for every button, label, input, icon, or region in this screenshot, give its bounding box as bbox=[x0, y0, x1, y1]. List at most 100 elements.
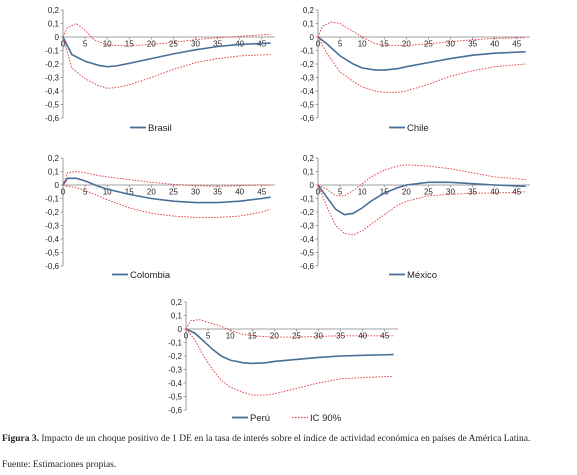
series-line-band bbox=[317, 21, 526, 47]
series-line-band bbox=[62, 184, 271, 218]
chart-panel-3: 0,20,10-0,1-0,2-0,3-0,4-0,5-0,60 5 10 15 20 2… bbox=[45, 154, 275, 281]
caption-text: Impacto de un choque positivo de 1 DE en… bbox=[41, 434, 531, 444]
x-tick-label: 25 bbox=[292, 332, 301, 341]
legend-label: IC 90% bbox=[310, 413, 342, 424]
x-tick-label: 35 bbox=[213, 40, 222, 49]
x-tick-label: 40 bbox=[490, 188, 499, 197]
series-line-central bbox=[185, 328, 394, 365]
chart-panel-5: 0,20,10-0,1-0,2-0,3-0,4-0,5-0,60 5 10 15 20 2… bbox=[168, 298, 398, 424]
y-tick-label: 0,1 bbox=[171, 311, 183, 320]
legend-label: México bbox=[407, 270, 437, 281]
x-tick-label: 10 bbox=[103, 188, 112, 197]
series-line-band bbox=[317, 184, 526, 236]
x-tick-label: 45 bbox=[512, 188, 521, 197]
y-tick-label: -0,4 bbox=[168, 379, 182, 388]
y-tick-label: -0,2 bbox=[300, 60, 314, 69]
legend-label: Brasil bbox=[148, 123, 172, 134]
x-tick-label: 10 bbox=[358, 188, 367, 197]
figure-panels: 0,20,10-0,1-0,2-0,3-0,4-0,5-0,60 5 10 15 20 2… bbox=[45, 6, 530, 424]
x-tick-label: 30 bbox=[446, 40, 455, 49]
y-tick-label: -0,5 bbox=[300, 248, 314, 257]
x-tick-label: 40 bbox=[235, 188, 244, 197]
y-tick-label: -0,1 bbox=[300, 194, 314, 203]
y-tick-label: -0,2 bbox=[300, 208, 314, 217]
y-tick-label: -0,5 bbox=[45, 100, 59, 109]
figure-source: Fuente: Estimaciones propias. bbox=[2, 460, 117, 470]
chart-panel-4: 0,20,10-0,1-0,2-0,3-0,4-0,5-0,60 5 10 15 20 2… bbox=[300, 154, 530, 281]
x-tick-label: 45 bbox=[512, 40, 521, 49]
x-tick-label: 30 bbox=[191, 188, 200, 197]
series-line-band bbox=[185, 328, 394, 396]
legend-label: Perú bbox=[250, 413, 270, 424]
x-tick-label: 35 bbox=[213, 188, 222, 197]
y-tick-label: -0,4 bbox=[300, 235, 314, 244]
legend-label: Chile bbox=[407, 123, 429, 134]
y-tick-label: -0,2 bbox=[168, 352, 182, 361]
x-tick-label: 5 bbox=[83, 40, 88, 49]
y-tick-label: -0,6 bbox=[45, 262, 59, 271]
y-tick-label: 0,1 bbox=[303, 167, 315, 176]
y-tick-label: -0,1 bbox=[168, 338, 182, 347]
y-tick-label: 0 bbox=[55, 33, 60, 42]
y-tick-label: -0,4 bbox=[45, 235, 59, 244]
x-tick-label: 45 bbox=[257, 188, 266, 197]
x-tick-label: 15 bbox=[125, 188, 134, 197]
x-tick-label: 10 bbox=[226, 332, 235, 341]
x-tick-label: 15 bbox=[248, 332, 257, 341]
x-tick-label: 40 bbox=[490, 40, 499, 49]
y-tick-label: -0,1 bbox=[45, 194, 59, 203]
y-tick-label: -0,3 bbox=[300, 221, 314, 230]
chart-panel-2: 0,20,10-0,1-0,2-0,3-0,4-0,5-0,60 5 10 15 20 2… bbox=[300, 6, 530, 134]
x-tick-label: 30 bbox=[191, 40, 200, 49]
x-tick-label: 20 bbox=[402, 40, 411, 49]
y-tick-label: 0,1 bbox=[48, 167, 60, 176]
y-tick-label: 0 bbox=[55, 181, 60, 190]
y-tick-label: -0,4 bbox=[45, 87, 59, 96]
series-line-band bbox=[185, 319, 394, 338]
x-tick-label: 10 bbox=[103, 40, 112, 49]
x-tick-label: 35 bbox=[468, 40, 477, 49]
x-tick-label: 5 bbox=[338, 188, 343, 197]
series-line-band bbox=[62, 22, 271, 47]
caption-label: Figura 3. bbox=[2, 434, 39, 444]
figure-caption: Figura 3. Impacto de un choque positivo … bbox=[2, 433, 562, 445]
x-tick-label: 0 bbox=[184, 332, 189, 341]
x-tick-label: 25 bbox=[169, 40, 178, 49]
x-tick-label: 30 bbox=[446, 188, 455, 197]
y-tick-label: -0,3 bbox=[168, 365, 182, 374]
x-tick-label: 0 bbox=[316, 40, 321, 49]
x-tick-label: 25 bbox=[169, 188, 178, 197]
series-line-band bbox=[317, 164, 526, 197]
x-tick-label: 0 bbox=[61, 40, 66, 49]
y-tick-label: -0,3 bbox=[45, 221, 59, 230]
x-tick-label: 0 bbox=[316, 188, 321, 197]
y-tick-label: -0,5 bbox=[300, 100, 314, 109]
y-tick-label: -0,1 bbox=[300, 46, 314, 55]
x-tick-label: 25 bbox=[424, 188, 433, 197]
y-tick-label: -0,3 bbox=[300, 73, 314, 82]
x-tick-label: 45 bbox=[380, 332, 389, 341]
series-line-band bbox=[62, 36, 271, 89]
x-tick-label: 0 bbox=[61, 188, 66, 197]
series-line-central bbox=[62, 177, 271, 204]
y-tick-label: -0,5 bbox=[168, 392, 182, 401]
y-tick-label: 0,2 bbox=[171, 298, 183, 307]
y-tick-label: -0,6 bbox=[300, 262, 314, 271]
y-tick-label: -0,6 bbox=[300, 114, 314, 123]
x-tick-label: 15 bbox=[380, 40, 389, 49]
legend-label: Colombia bbox=[130, 270, 171, 281]
x-tick-label: 20 bbox=[270, 332, 279, 341]
series-line-central bbox=[62, 36, 271, 68]
series-line-central bbox=[317, 181, 526, 216]
y-tick-label: -0,3 bbox=[45, 73, 59, 82]
x-tick-label: 10 bbox=[358, 40, 367, 49]
x-tick-label: 35 bbox=[468, 188, 477, 197]
y-tick-label: -0,5 bbox=[45, 248, 59, 257]
y-tick-label: -0,1 bbox=[45, 46, 59, 55]
y-tick-label: 0 bbox=[178, 325, 183, 334]
y-tick-label: -0,6 bbox=[45, 114, 59, 123]
series-line-central bbox=[317, 36, 526, 71]
y-tick-label: -0,6 bbox=[168, 406, 182, 415]
y-tick-label: 0,1 bbox=[303, 19, 315, 28]
x-tick-label: 15 bbox=[125, 40, 134, 49]
